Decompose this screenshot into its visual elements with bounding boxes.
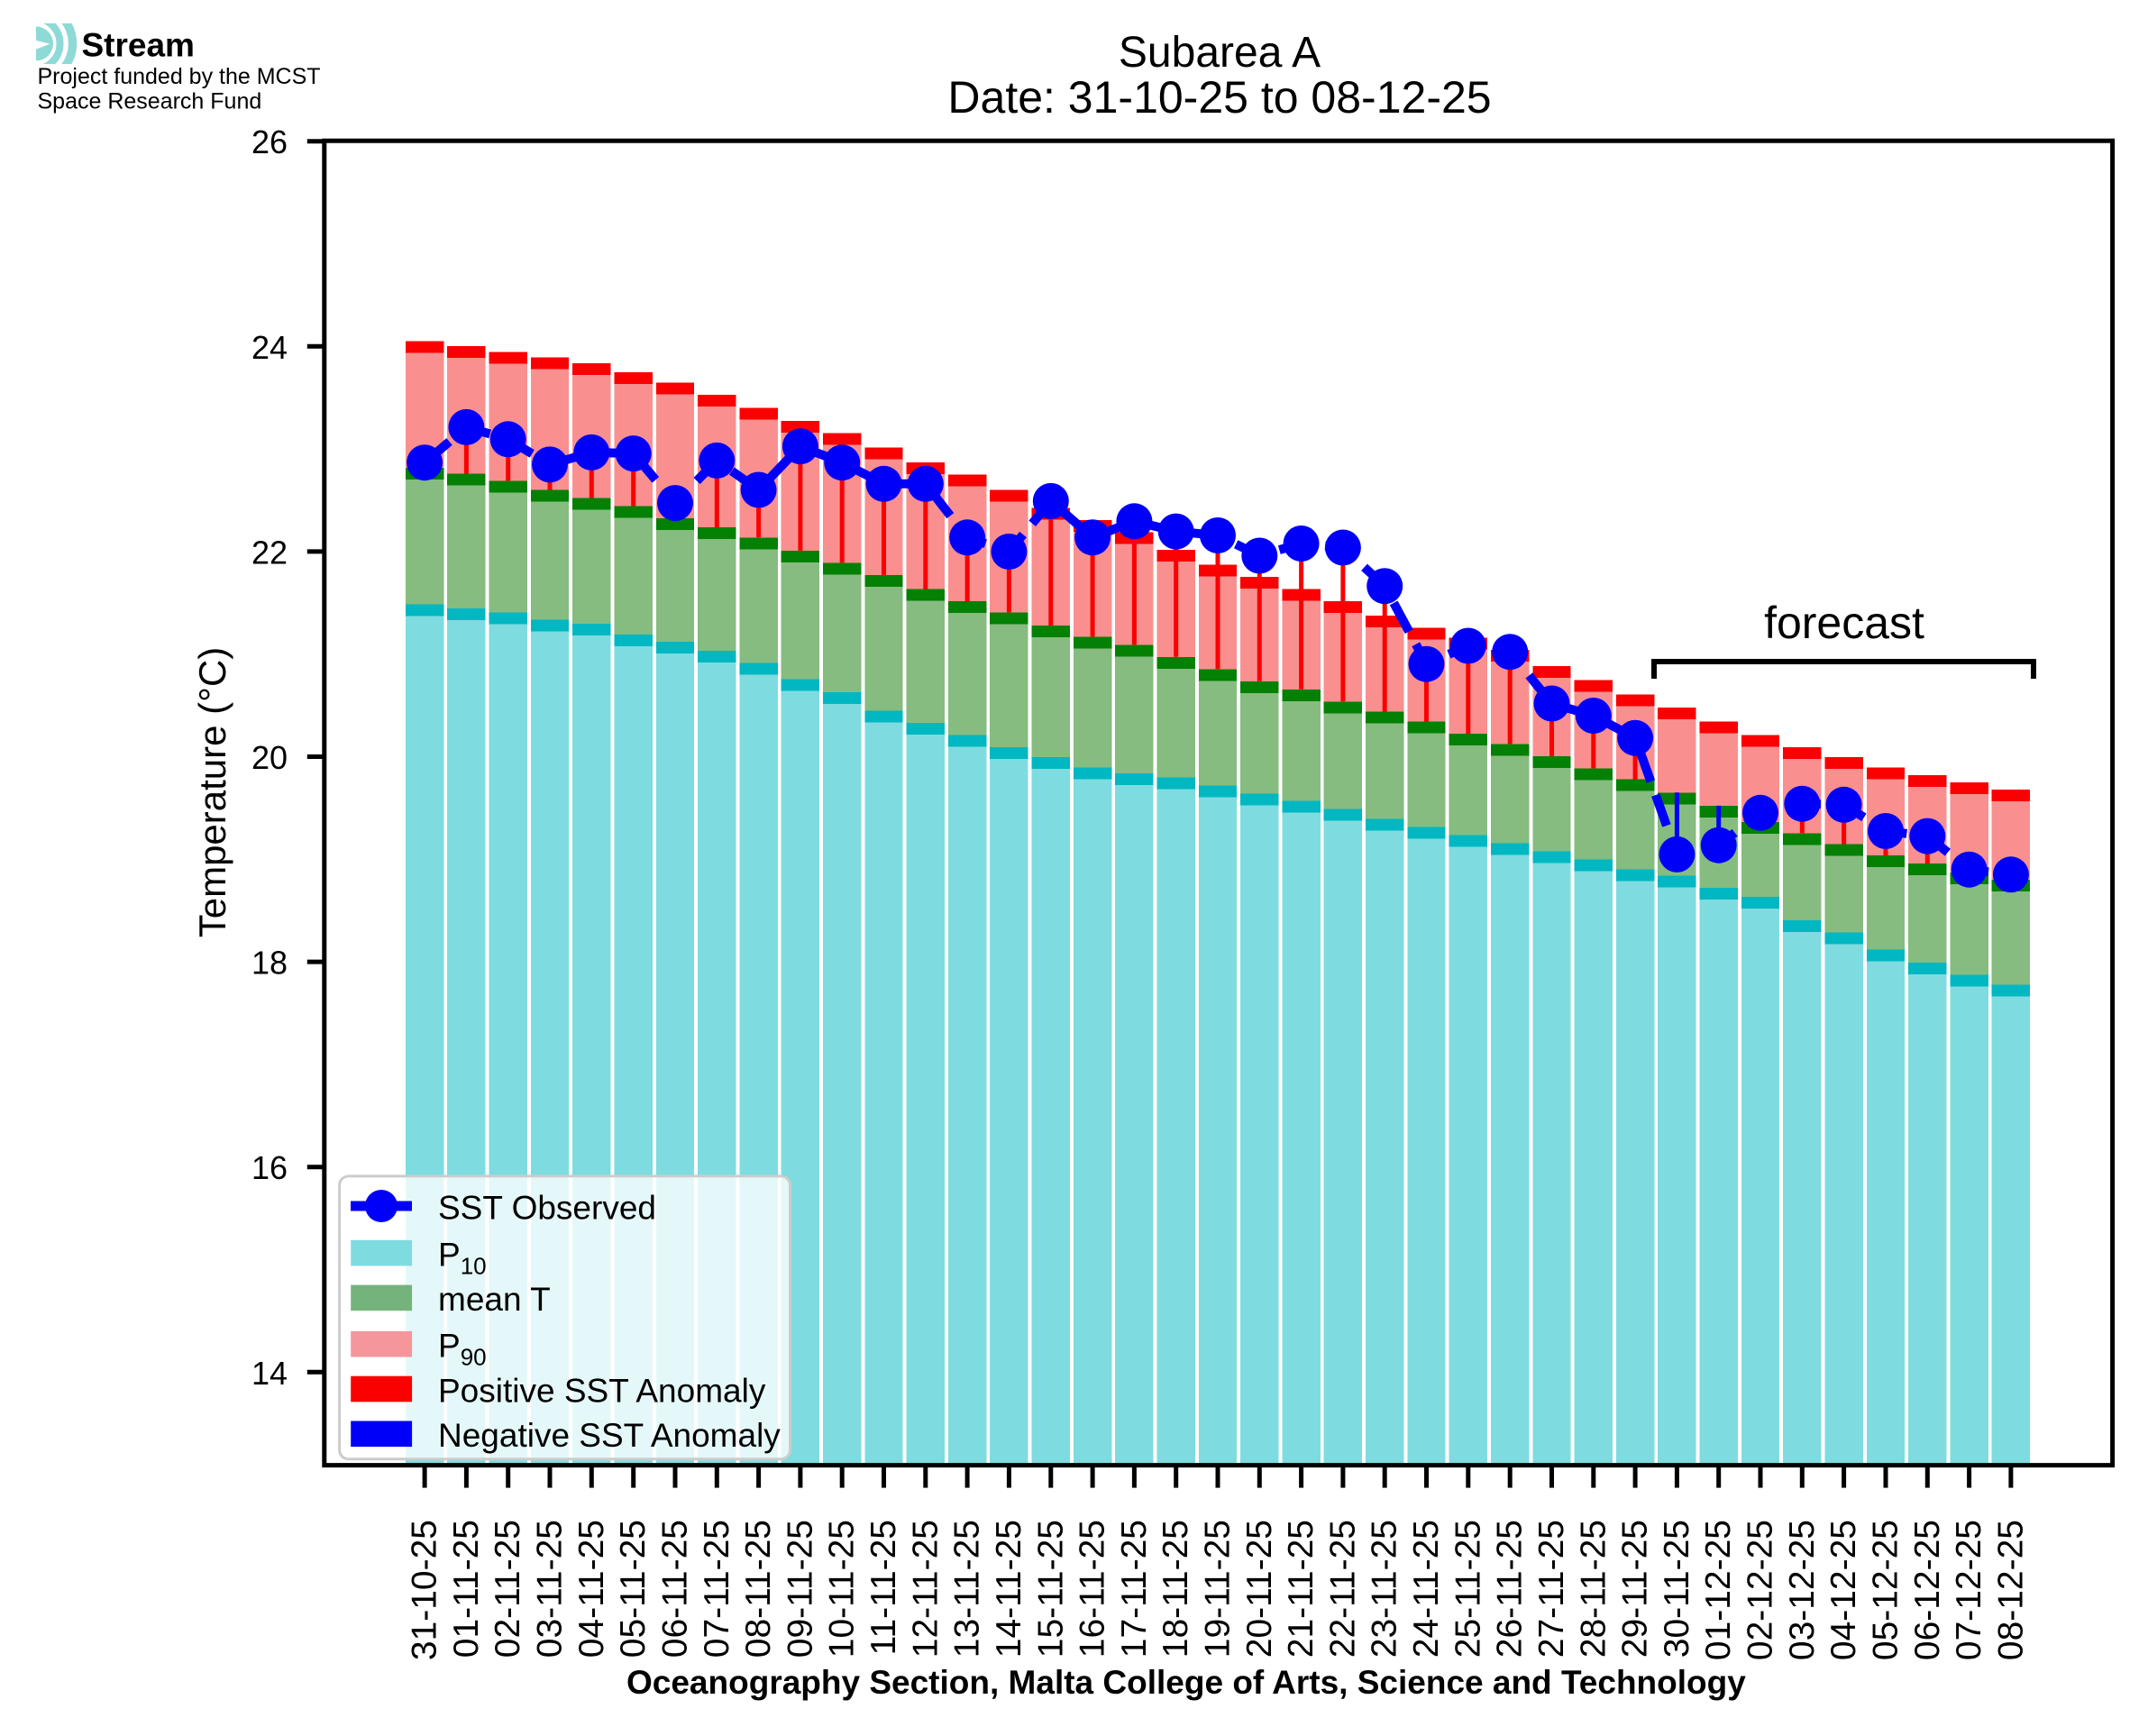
- svg-text:Positive SST Anomaly: Positive SST Anomaly: [438, 1372, 766, 1409]
- svg-text:04-11-25: 04-11-25: [572, 1520, 611, 1658]
- svg-text:Oceanography Section, Malta Co: Oceanography Section, Malta College of A…: [626, 1664, 1746, 1701]
- svg-text:21-11-25: 21-11-25: [1282, 1520, 1321, 1658]
- svg-text:20-11-25: 20-11-25: [1240, 1520, 1279, 1658]
- svg-text:08-11-25: 08-11-25: [739, 1520, 778, 1658]
- svg-text:17-11-25: 17-11-25: [1115, 1520, 1154, 1658]
- svg-text:29-11-25: 29-11-25: [1616, 1520, 1655, 1658]
- svg-text:05-12-25: 05-12-25: [1867, 1520, 1906, 1660]
- svg-text:22-11-25: 22-11-25: [1323, 1520, 1362, 1658]
- svg-text:12-11-25: 12-11-25: [906, 1520, 945, 1658]
- svg-text:04-12-25: 04-12-25: [1824, 1520, 1863, 1660]
- svg-text:11-11-25: 11-11-25: [864, 1520, 903, 1655]
- svg-text:10-11-25: 10-11-25: [823, 1520, 862, 1658]
- svg-text:18: 18: [251, 945, 288, 982]
- svg-text:13-11-25: 13-11-25: [948, 1520, 987, 1658]
- svg-text:01-11-25: 01-11-25: [447, 1520, 486, 1658]
- svg-text:Project funded by the MCST: Project funded by the MCST: [38, 64, 321, 89]
- svg-text:07-11-25: 07-11-25: [698, 1520, 736, 1658]
- svg-text:26: 26: [251, 123, 288, 160]
- svg-text:23-11-25: 23-11-25: [1366, 1520, 1404, 1658]
- svg-text:Temperature (°C): Temperature (°C): [191, 647, 233, 938]
- svg-text:16-11-25: 16-11-25: [1074, 1520, 1112, 1658]
- svg-text:09-11-25: 09-11-25: [781, 1520, 819, 1658]
- svg-text:Stream: Stream: [82, 27, 195, 64]
- svg-text:mean T: mean T: [438, 1281, 551, 1318]
- svg-text:Subarea A: Subarea A: [1119, 29, 1321, 77]
- svg-text:01-12-25: 01-12-25: [1699, 1520, 1738, 1660]
- svg-text:24: 24: [251, 329, 288, 366]
- svg-text:forecast: forecast: [1764, 598, 1924, 648]
- svg-text:15-11-25: 15-11-25: [1031, 1520, 1070, 1658]
- svg-text:26-11-25: 26-11-25: [1491, 1520, 1530, 1658]
- svg-text:08-12-25: 08-12-25: [1991, 1520, 2030, 1660]
- svg-text:24-11-25: 24-11-25: [1407, 1520, 1446, 1658]
- svg-text:03-12-25: 03-12-25: [1783, 1520, 1822, 1660]
- svg-text:Negative SST Anomaly: Negative SST Anomaly: [438, 1417, 781, 1454]
- svg-text:18-11-25: 18-11-25: [1156, 1520, 1195, 1658]
- svg-text:SST Observed: SST Observed: [438, 1189, 656, 1226]
- svg-text:20: 20: [251, 739, 288, 776]
- svg-text:02-12-25: 02-12-25: [1741, 1520, 1780, 1660]
- svg-text:03-11-25: 03-11-25: [531, 1520, 570, 1658]
- svg-text:02-11-25: 02-11-25: [489, 1520, 527, 1658]
- svg-text:25-11-25: 25-11-25: [1449, 1520, 1487, 1658]
- svg-text:06-11-25: 06-11-25: [656, 1520, 695, 1658]
- svg-text:27-11-25: 27-11-25: [1532, 1520, 1571, 1658]
- svg-text:05-11-25: 05-11-25: [614, 1520, 653, 1658]
- svg-text:19-11-25: 19-11-25: [1199, 1520, 1238, 1658]
- svg-text:07-12-25: 07-12-25: [1950, 1520, 1988, 1660]
- svg-text:30-11-25: 30-11-25: [1658, 1520, 1696, 1658]
- svg-text:06-12-25: 06-12-25: [1908, 1520, 1947, 1660]
- svg-text:14-11-25: 14-11-25: [990, 1520, 1028, 1658]
- svg-text:22: 22: [251, 534, 288, 571]
- svg-text:28-11-25: 28-11-25: [1574, 1520, 1613, 1658]
- svg-text:16: 16: [251, 1149, 288, 1186]
- svg-text:14: 14: [251, 1355, 288, 1392]
- svg-text:31-10-25: 31-10-25: [406, 1520, 444, 1660]
- svg-text:Space Research Fund: Space Research Fund: [38, 89, 262, 114]
- svg-text:Date: 31-10-25 to 08-12-25: Date: 31-10-25 to 08-12-25: [947, 72, 1491, 123]
